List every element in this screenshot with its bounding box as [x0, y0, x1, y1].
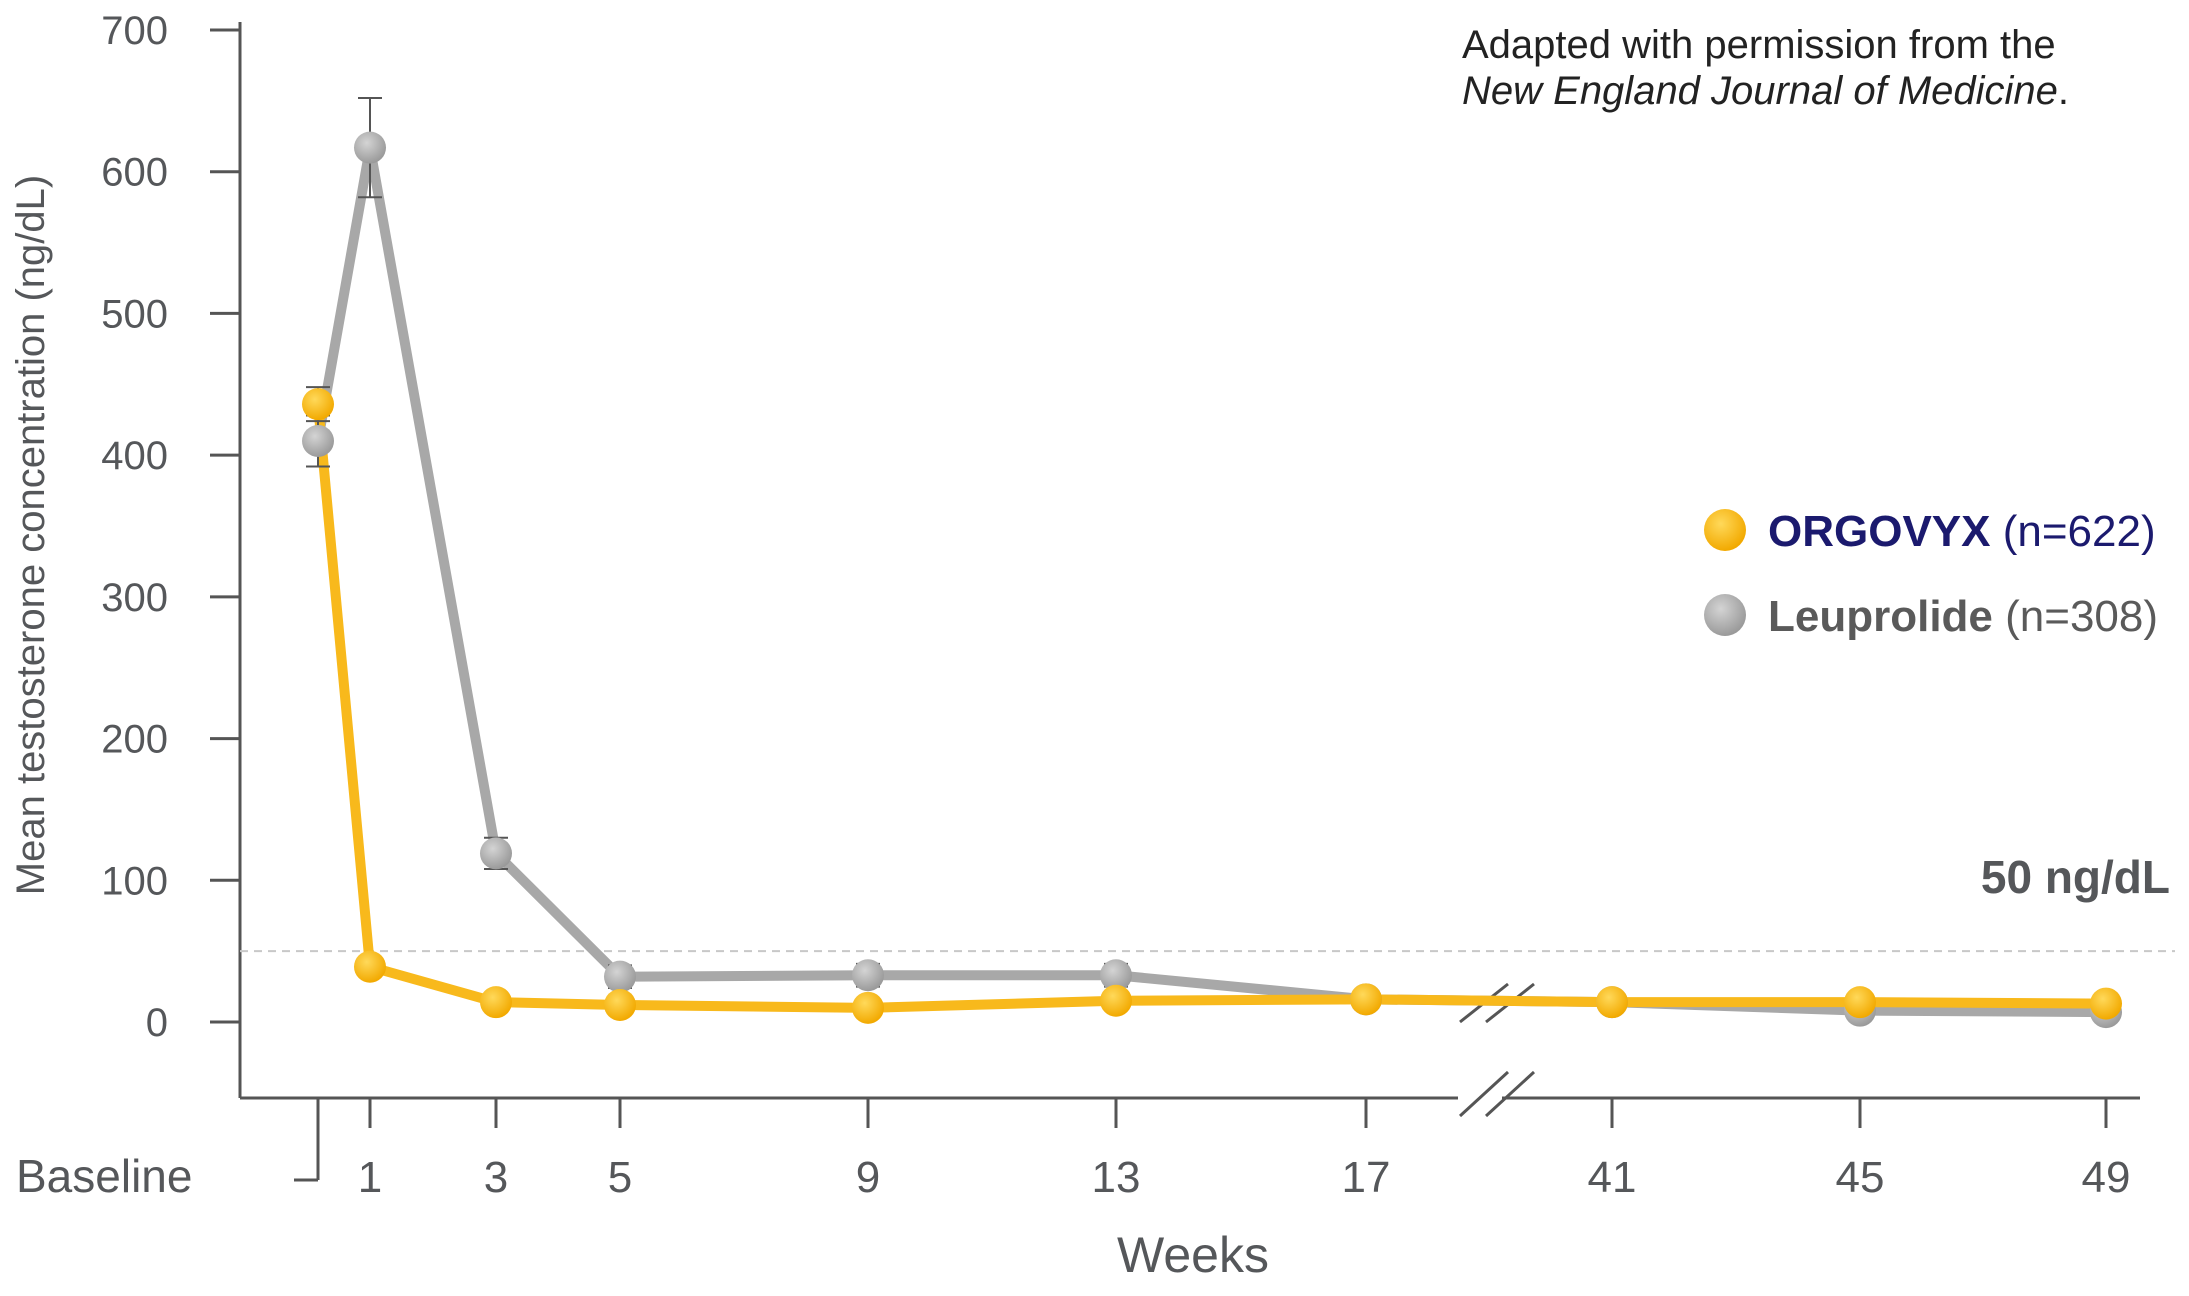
x-tick-label: 41 [1588, 1153, 1637, 1202]
data-point-orgovyx [302, 388, 334, 421]
legend-label-leuprolide: Leuprolide (n=308) [1768, 592, 2158, 641]
source-note-line2: New England Journal of Medicine. [1462, 68, 2069, 114]
threshold-label: 50 ng/dL [1981, 851, 2170, 903]
x-tick-label: Baseline [16, 1150, 192, 1202]
legend-series-name: ORGOVYX [1768, 507, 1991, 556]
data-point-leuprolide [852, 959, 884, 992]
y-tick-label: 600 [101, 151, 168, 195]
y-tick-label: 200 [101, 718, 168, 762]
legend: ORGOVYX (n=622) Leuprolide (n=308) [1704, 507, 2158, 641]
source-note-line1: Adapted with permission from the [1462, 23, 2056, 67]
legend-series-name: Leuprolide [1768, 592, 1993, 641]
x-tick-label: 5 [608, 1153, 632, 1202]
data-point-leuprolide [604, 960, 636, 993]
x-tick-label: 3 [484, 1153, 508, 1202]
series-lines [313, 142, 2111, 1018]
y-tick-label: 400 [101, 434, 168, 478]
y-tick-label: 100 [101, 859, 168, 903]
data-point-orgovyx [852, 991, 884, 1024]
data-point-orgovyx [1100, 984, 1132, 1017]
data-point-orgovyx [1844, 986, 1876, 1019]
axis-break-mark [1484, 1070, 1536, 1118]
data-point-leuprolide [302, 424, 334, 457]
data-point-orgovyx [604, 988, 636, 1021]
series-line-orgovyx [313, 399, 2111, 1013]
series-points [302, 97, 2122, 1029]
data-point-orgovyx [354, 950, 386, 983]
journal-suffix: . [2057, 69, 2070, 113]
source-note: Adapted with permission from the New Eng… [1462, 22, 2069, 114]
x-tick-label: 13 [1092, 1153, 1141, 1202]
x-tick-label: 49 [2082, 1153, 2131, 1202]
data-point-orgovyx [1596, 986, 1628, 1019]
axis-break-mark [1458, 1070, 1510, 1118]
y-tick-label: 700 [101, 9, 168, 53]
series-line-leuprolide [313, 142, 2111, 1018]
y-tick-label: 0 [146, 1001, 168, 1045]
x-tick-label: 17 [1342, 1153, 1391, 1202]
data-point-orgovyx [1350, 983, 1382, 1016]
data-point-orgovyx [2090, 987, 2122, 1020]
data-point-leuprolide [480, 837, 512, 870]
y-tick-label: 300 [101, 576, 168, 620]
x-tick-label: 1 [358, 1153, 382, 1202]
journal-name: New England Journal of Medicine [1462, 69, 2058, 113]
legend-series-n: (n=308) [1993, 592, 2158, 641]
x-axis-title: Weeks [1117, 1227, 1269, 1283]
data-point-leuprolide [354, 131, 386, 164]
x-tick-label: 45 [1836, 1153, 1885, 1202]
data-point-leuprolide [1100, 959, 1132, 992]
legend-series-n: (n=622) [1991, 507, 2156, 556]
legend-label-orgovyx: ORGOVYX (n=622) [1768, 507, 2156, 556]
legend-marker-orgovyx [1704, 509, 1746, 551]
x-tick-label: 9 [856, 1153, 880, 1202]
y-tick-label: 500 [101, 292, 168, 336]
legend-marker-leuprolide [1704, 594, 1746, 636]
y-axis-title: Mean testosterone concentration (ng/dL) [9, 175, 53, 895]
data-point-orgovyx [480, 986, 512, 1019]
